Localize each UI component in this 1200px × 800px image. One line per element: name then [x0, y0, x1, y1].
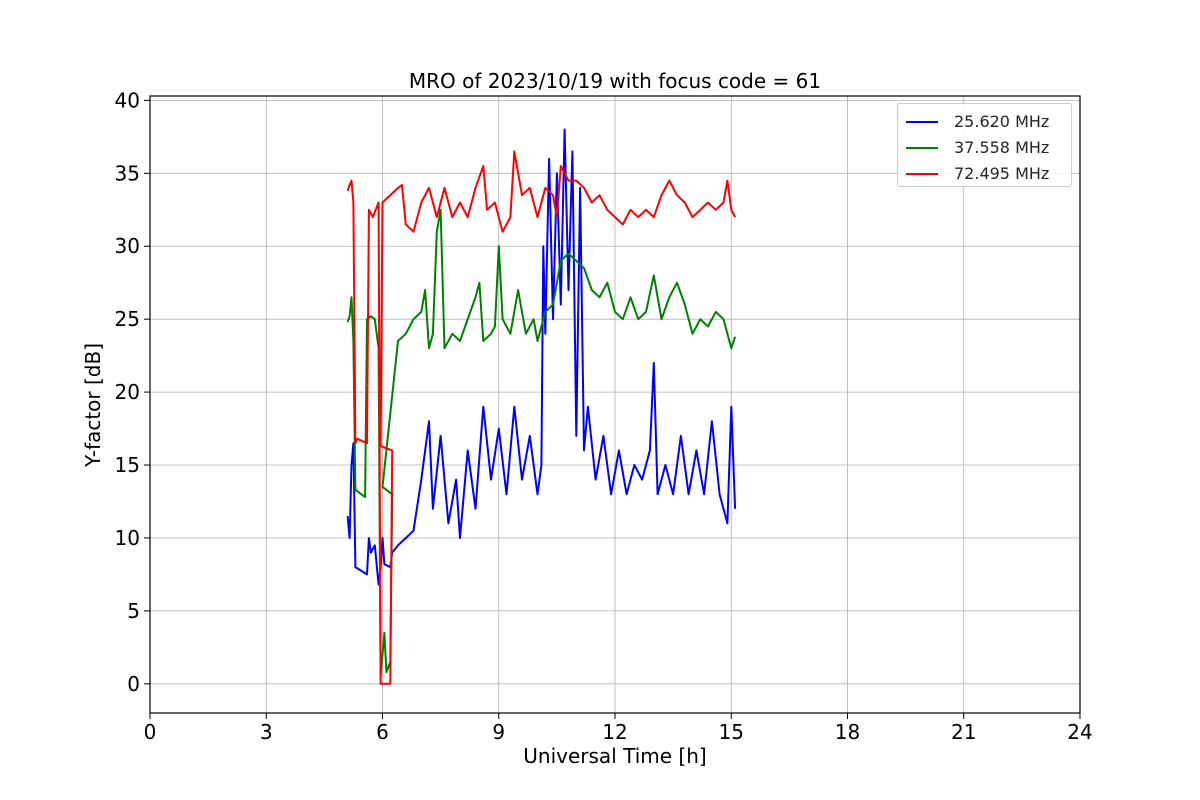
x-axis-label: Universal Time [h]	[523, 744, 706, 768]
y-axis-label: Y-factor [dB]	[81, 343, 105, 468]
series-layer	[346, 128, 737, 685]
legend-item-series-1: 25.620 MHz	[906, 112, 1071, 132]
y-tick-label: 5	[127, 599, 140, 623]
x-tick-label: 24	[1067, 720, 1092, 744]
y-tick-label: 0	[127, 672, 140, 696]
series-line-2	[346, 208, 737, 678]
series-line-3	[346, 150, 736, 685]
x-tick-label: 15	[719, 720, 744, 744]
y-tick-label: 15	[115, 453, 140, 477]
x-tick-label: 6	[376, 720, 389, 744]
y-tick-label: 25	[115, 307, 140, 331]
legend-swatch-series-3	[906, 173, 938, 175]
x-tick-label: 21	[951, 720, 976, 744]
legend-swatch-series-1	[906, 121, 938, 123]
x-tick-label: 12	[602, 720, 627, 744]
y-tick-label: 10	[115, 526, 140, 550]
y-tick-label: 20	[115, 380, 140, 404]
grid	[149, 96, 1081, 713]
legend-item-series-2: 37.558 MHz	[906, 138, 1071, 158]
legend-label-series-1: 25.620 MHz	[954, 112, 1050, 131]
x-tick-label: 3	[260, 720, 273, 744]
x-tick-label: 9	[492, 720, 505, 744]
x-tick-label: 18	[835, 720, 860, 744]
legend-label-series-3: 72.495 MHz	[954, 164, 1050, 183]
legend-swatch-series-2	[906, 147, 938, 149]
legend-label-series-2: 37.558 MHz	[954, 138, 1050, 157]
legend: 25.620 MHz 37.558 MHz 72.495 MHz	[897, 103, 1072, 187]
y-tick-label: 35	[115, 161, 140, 185]
y-tick-label: 40	[115, 88, 140, 112]
series-line-1	[346, 128, 737, 586]
legend-item-series-3: 72.495 MHz	[906, 164, 1071, 184]
y-tick-label: 30	[115, 234, 140, 258]
ticks: 0 3 6 9 12 15 18 21 24 0 5 10 15 20 25 30 35 40	[115, 88, 1093, 744]
x-tick-label: 0	[144, 720, 157, 744]
chart-title: MRO of 2023/10/19 with focus code = 61	[409, 69, 821, 93]
